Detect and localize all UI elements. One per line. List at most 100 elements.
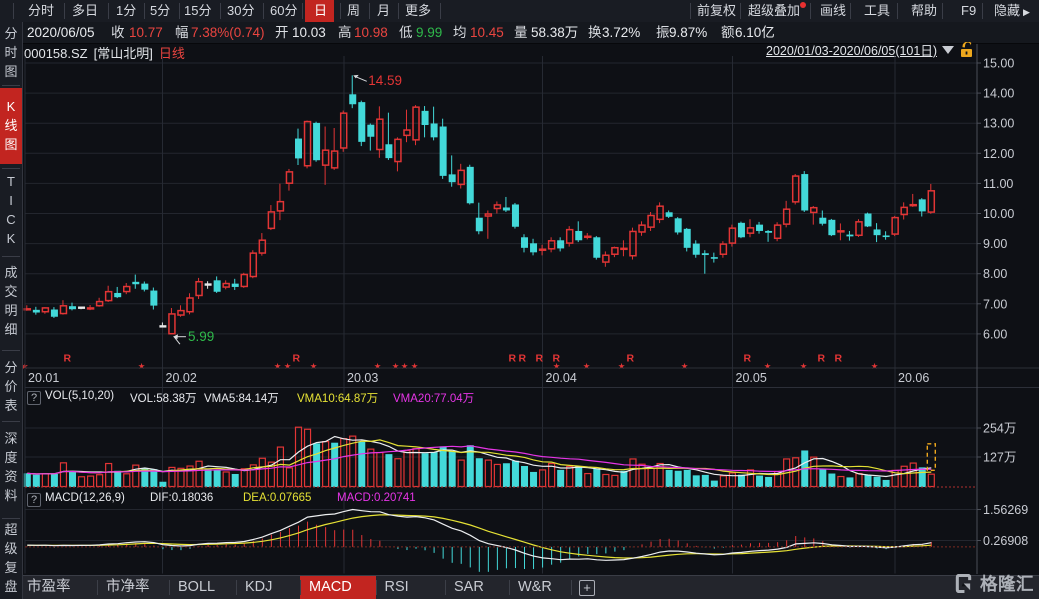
candle-body[interactable] — [177, 309, 185, 316]
menu-item-F9[interactable]: F9 — [961, 3, 977, 18]
volume-bar[interactable] — [484, 459, 492, 488]
menu-item-多日[interactable]: 多日 — [72, 3, 99, 18]
candle-body[interactable] — [864, 213, 872, 227]
volume-bar[interactable] — [620, 470, 628, 487]
candle-body[interactable] — [746, 227, 755, 234]
candle-body[interactable] — [773, 224, 782, 240]
candle-body[interactable] — [656, 205, 664, 221]
candle-body[interactable] — [466, 166, 474, 204]
candle-body[interactable] — [873, 229, 881, 236]
candle-body[interactable] — [240, 273, 249, 288]
help-icon[interactable]: ? — [27, 391, 41, 405]
volume-bar[interactable] — [611, 474, 619, 488]
announcement-star-marker[interactable]: ★ — [764, 361, 772, 371]
candle-body[interactable] — [86, 307, 95, 310]
menu-item-1分[interactable]: 1分 — [116, 3, 137, 18]
candle-body[interactable] — [900, 206, 908, 216]
volume-bar[interactable] — [231, 473, 239, 487]
volume-bar[interactable] — [439, 446, 447, 487]
candle-body[interactable] — [59, 305, 68, 315]
volume-bar[interactable] — [412, 448, 420, 488]
candle-body[interactable] — [584, 235, 592, 239]
candle-body[interactable] — [819, 217, 827, 224]
candle-body[interactable] — [891, 216, 899, 235]
candle-body[interactable] — [927, 190, 936, 213]
rights-marker[interactable]: R — [509, 353, 517, 365]
candle-body[interactable] — [367, 124, 375, 137]
candle-body[interactable] — [132, 281, 140, 285]
candle-body[interactable] — [511, 204, 519, 227]
menu-item-画线[interactable]: 画线 — [820, 3, 847, 18]
volume-bar[interactable] — [846, 477, 854, 487]
volume-bar[interactable] — [421, 453, 429, 487]
add-indicator-button[interactable]: + — [579, 579, 595, 596]
volume-bar[interactable] — [584, 472, 592, 488]
menu-item-更多[interactable]: 更多 — [405, 3, 432, 18]
volume-bar[interactable] — [349, 435, 357, 488]
candle-body[interactable] — [837, 230, 845, 233]
tab-RSI[interactable]: RSI — [384, 579, 409, 595]
candle-body[interactable] — [828, 219, 836, 236]
candle-body[interactable] — [321, 149, 330, 166]
rights-marker[interactable]: R — [293, 353, 301, 365]
candle-body[interactable] — [484, 213, 493, 217]
candle-body[interactable] — [565, 228, 574, 244]
volume-bar[interactable] — [331, 442, 339, 487]
candle-body[interactable] — [114, 292, 122, 298]
rights-marker[interactable]: R — [744, 353, 752, 365]
candle-body[interactable] — [69, 306, 76, 310]
volume-bar[interactable] — [96, 474, 104, 488]
volume-bar[interactable] — [566, 465, 574, 488]
menu-item-30分[interactable]: 30分 — [227, 3, 255, 18]
volume-bar[interactable] — [918, 467, 926, 487]
menu-item-周[interactable]: 周 — [347, 3, 361, 18]
volume-bar[interactable] — [32, 474, 40, 487]
candle-body[interactable] — [756, 224, 764, 231]
candle-body[interactable] — [801, 174, 809, 211]
volume-bar[interactable] — [873, 476, 881, 487]
tab-市盈率[interactable]: 市盈率 — [27, 579, 71, 595]
volume-bar[interactable] — [358, 441, 366, 487]
menu-item-前复权[interactable]: 前复权 — [697, 3, 737, 18]
candle-body[interactable] — [267, 211, 276, 230]
volume-bar[interactable] — [828, 473, 836, 487]
volume-bar[interactable] — [168, 466, 176, 488]
menu-item-5分[interactable]: 5分 — [150, 3, 171, 18]
volume-bar[interactable] — [737, 474, 745, 487]
candle-body[interactable] — [547, 240, 556, 250]
candle-body[interactable] — [122, 285, 131, 293]
menu-item-15分[interactable]: 15分 — [184, 3, 212, 18]
candle-body[interactable] — [358, 102, 366, 142]
candle-body[interactable] — [231, 283, 239, 287]
menu-item-超级叠加[interactable]: 超级叠加 — [748, 3, 801, 18]
volume-bar[interactable] — [258, 457, 266, 488]
candle-body[interactable] — [439, 126, 447, 176]
candle-body[interactable] — [457, 169, 465, 186]
announcement-star-marker[interactable]: ★ — [618, 361, 626, 371]
help-icon[interactable]: ? — [27, 492, 41, 507]
candle-body[interactable] — [412, 106, 420, 141]
volume-bar[interactable] — [267, 461, 275, 488]
volume-bar[interactable] — [385, 454, 393, 487]
candle-body[interactable] — [41, 307, 50, 313]
volume-bar[interactable] — [647, 467, 655, 488]
vol-indicator-title[interactable]: VOL(5,10,20) — [45, 390, 115, 402]
volume-bar[interactable] — [602, 473, 610, 488]
candle-body[interactable] — [195, 280, 203, 297]
sidebar-item-分价表[interactable]: 分价表 — [0, 358, 22, 414]
volume-bar[interactable] — [457, 459, 465, 488]
announcement-star-marker[interactable]: ★ — [871, 361, 879, 371]
candle-body[interactable] — [638, 224, 646, 233]
menu-item-隐藏[interactable]: 隐藏 ▶ — [994, 0, 1030, 22]
volume-bar[interactable] — [548, 462, 556, 488]
tab-市净率[interactable]: 市净率 — [106, 579, 150, 595]
candle-body[interactable] — [719, 243, 728, 255]
candle-body[interactable] — [575, 230, 583, 241]
candle-body[interactable] — [421, 110, 429, 126]
tab-SAR[interactable]: SAR — [454, 579, 484, 595]
volume-bar[interactable] — [810, 456, 818, 488]
volume-bar[interactable] — [394, 458, 402, 488]
candle-body[interactable] — [168, 313, 176, 335]
volume-bar[interactable] — [575, 466, 583, 487]
